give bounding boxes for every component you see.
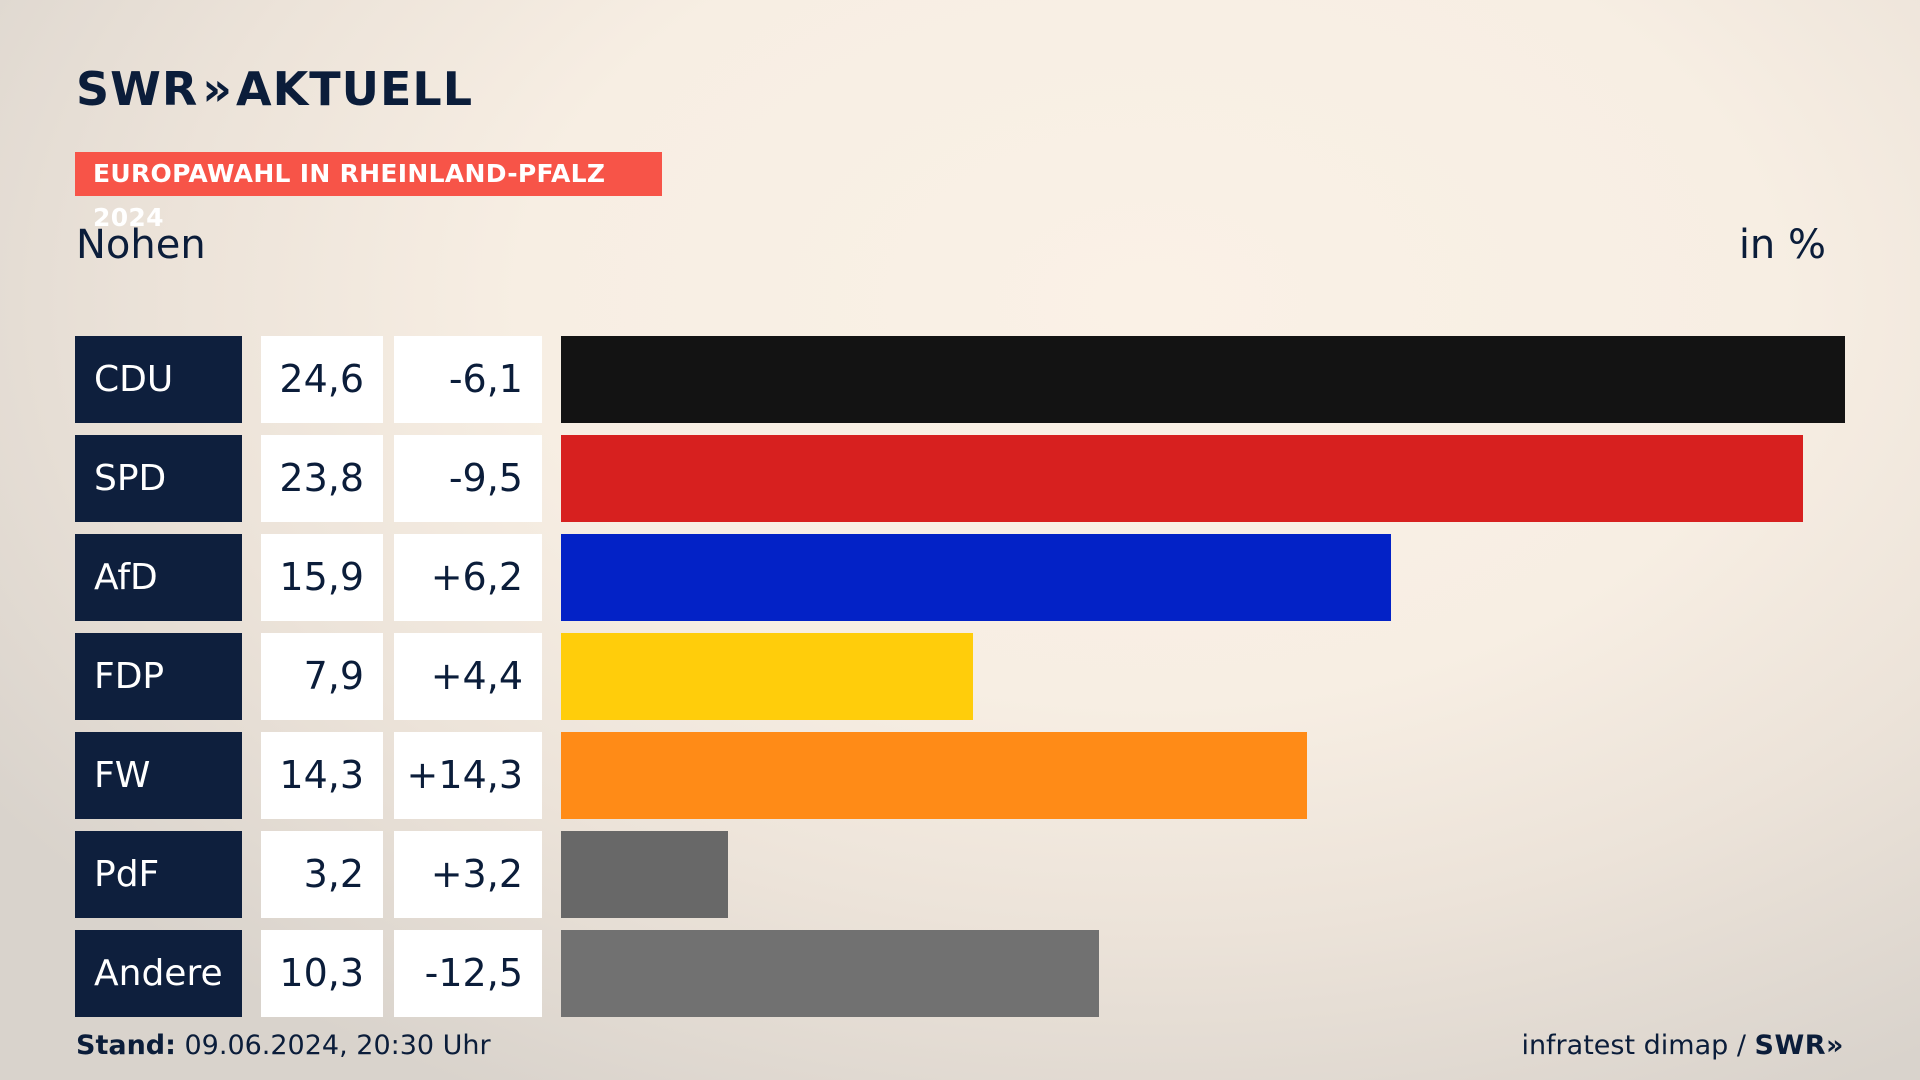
change-label: +4,4 [394, 633, 542, 720]
municipality-title: Nohen [76, 222, 206, 268]
vote-share-bar [561, 831, 728, 918]
vote-share-label: 10,3 [261, 930, 383, 1017]
party-label: FW [75, 732, 242, 819]
party-label: Andere [75, 930, 242, 1017]
vote-share-label: 24,6 [261, 336, 383, 423]
vote-share-label: 15,9 [261, 534, 383, 621]
unit-label: in % [1738, 222, 1826, 268]
change-label: -6,1 [394, 336, 542, 423]
vote-share-label: 7,9 [261, 633, 383, 720]
source-credit: infratest dimap / SWR» [1521, 1030, 1844, 1061]
vote-share-bar [561, 336, 1845, 423]
vote-share-label: 23,8 [261, 435, 383, 522]
vote-share-bar [561, 732, 1307, 819]
change-label: +3,2 [394, 831, 542, 918]
party-label: FDP [75, 633, 242, 720]
change-label: -12,5 [394, 930, 542, 1017]
party-label: PdF [75, 831, 242, 918]
vote-share-bar [561, 435, 1803, 522]
logo-swr: SWR [76, 62, 199, 116]
double-chevron-icon: » [202, 62, 232, 116]
source-text: infratest dimap / [1521, 1030, 1755, 1061]
logo-aktuell: AKTUELL [236, 62, 474, 116]
swr-brand: SWR» [1754, 1030, 1844, 1061]
party-label: CDU [75, 336, 242, 423]
party-label: AfD [75, 534, 242, 621]
stand-label: Stand: [76, 1030, 176, 1061]
change-label: +6,2 [394, 534, 542, 621]
election-tag: EUROPAWAHL IN RHEINLAND-PFALZ 2024 [75, 152, 662, 232]
change-label: +14,3 [394, 732, 542, 819]
vote-share-bar [561, 534, 1391, 621]
vote-share-bar [561, 633, 973, 720]
change-label: -9,5 [394, 435, 542, 522]
swr-aktuell-logo: SWR» AKTUELL [76, 66, 473, 112]
vote-share-label: 3,2 [261, 831, 383, 918]
timestamp: Stand: 09.06.2024, 20:30 Uhr [76, 1030, 491, 1061]
stand-value: 09.06.2024, 20:30 Uhr [175, 1030, 491, 1061]
party-label: SPD [75, 435, 242, 522]
vote-share-label: 14,3 [261, 732, 383, 819]
vote-share-bar [561, 930, 1099, 1017]
